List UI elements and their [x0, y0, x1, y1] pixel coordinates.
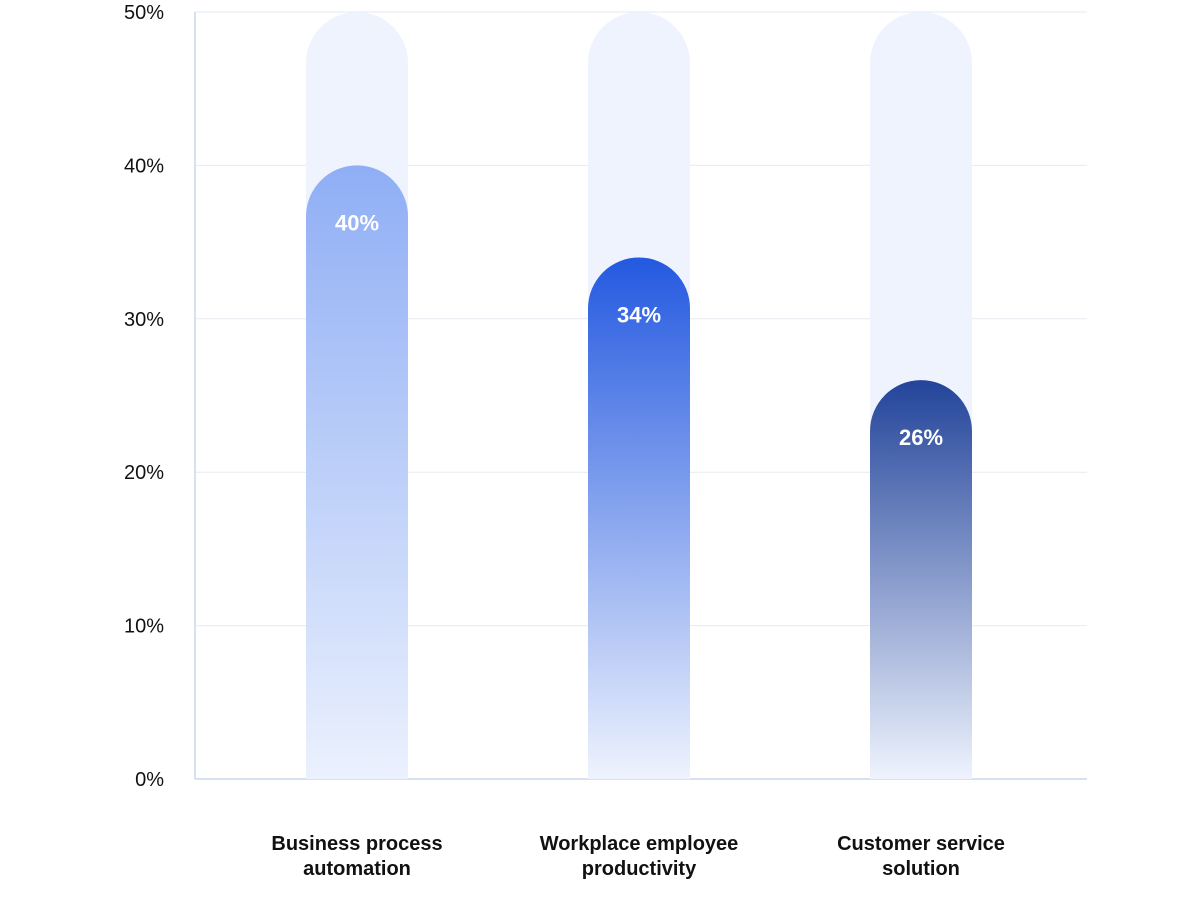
- y-tick-label: 50%: [124, 2, 164, 24]
- bar: [306, 165, 408, 779]
- bar-value-label: 40%: [335, 210, 379, 235]
- y-tick-label: 0%: [135, 769, 164, 791]
- y-tick-label: 40%: [124, 155, 164, 177]
- y-tick-label: 10%: [124, 616, 164, 638]
- bar: [588, 257, 690, 779]
- bars: [306, 165, 972, 779]
- x-category-label: solution: [882, 858, 960, 880]
- bar-value-label: 26%: [899, 425, 943, 450]
- x-category-label: Workplace employee: [540, 833, 739, 855]
- x-category-label: Business process: [271, 833, 442, 855]
- labels: 0% 10% 20% 30% 40% 50% 40% Business process auto…: [124, 2, 1005, 880]
- x-category-label: Customer service: [837, 833, 1005, 855]
- bar-value-label: 34%: [617, 302, 661, 327]
- bar: [870, 380, 972, 779]
- y-tick-label: 30%: [124, 309, 164, 331]
- x-category-label: automation: [303, 858, 411, 880]
- y-tick-label: 20%: [124, 462, 164, 484]
- x-category-label: productivity: [582, 858, 697, 880]
